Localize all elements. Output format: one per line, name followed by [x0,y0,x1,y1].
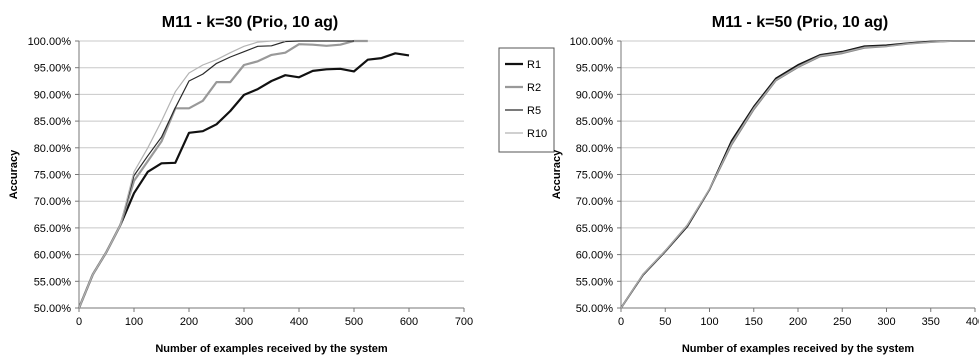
y-axis-label: Accuracy [8,149,20,199]
x-tick-label: 100 [700,316,718,328]
y-tick-label: 55.00% [34,276,72,288]
y-tick-label: 100.00% [570,36,614,48]
x-tick-label: 100 [125,316,143,328]
x-axis-label: Number of examples received by the syste… [682,343,915,355]
y-tick-label: 65.00% [576,223,614,235]
y-tick-label: 60.00% [576,250,614,262]
chart-1: M11 - k=30 (Prio, 10 ag) 50.00% 55.00% 60.0… [8,14,555,355]
legend-label: R10 [527,128,547,140]
y-tick-label: 55.00% [576,276,614,288]
y-tick-label: 85.00% [34,116,72,128]
x-tick-label: 500 [345,316,363,328]
x-tick-label: 400 [290,316,308,328]
legend-label: R5 [527,105,541,117]
y-tick-label: 80.00% [576,143,614,155]
x-tick-label: 250 [833,316,851,328]
y-tick-label: 90.00% [576,89,614,101]
series-line-series-4 [620,40,975,309]
x-tick-label: 150 [745,316,763,328]
chart-2: M11 - k=50 (Prio, 10 ag) 50.00% 55.00% 60.0… [551,14,979,355]
x-axis-label: Number of examples received by the syste… [155,343,388,355]
y-tick-label: 75.00% [34,170,72,182]
y-tick-label: 70.00% [34,196,72,208]
chart-title: M11 - k=50 (Prio, 10 ag) [712,14,889,31]
legend-label: R1 [527,59,541,71]
y-tick-label: 80.00% [34,143,72,155]
x-tick-label: 300 [877,316,895,328]
y-tick-label: 90.00% [34,89,72,101]
x-tick-label: 350 [922,316,940,328]
x-tick-label: 50 [659,316,671,328]
y-tick-label: 100.00% [28,36,72,48]
y-tick-label: 65.00% [34,223,72,235]
x-tick-label: 200 [180,316,198,328]
y-tick-label: 50.00% [576,303,614,315]
y-tick-label: 60.00% [34,250,72,262]
y-tick-label: 50.00% [34,303,72,315]
y-tick-label: 70.00% [576,196,614,208]
x-tick-label: 400 [966,316,979,328]
x-tick-label: 0 [618,316,624,328]
y-tick-label: 95.00% [576,63,614,75]
legend-label: R2 [527,82,541,94]
x-tick-label: 700 [455,316,473,328]
y-tick-label: 85.00% [576,116,614,128]
chart-title: M11 - k=30 (Prio, 10 ag) [162,14,339,31]
series-line-r2 [77,39,368,309]
legend-box [498,47,555,153]
y-tick-label: 75.00% [576,170,614,182]
series-line-r1 [77,52,410,309]
x-tick-label: 200 [789,316,807,328]
x-tick-label: 300 [235,316,253,328]
x-tick-label: 600 [400,316,418,328]
series-line-r10 [78,40,286,309]
y-tick-label: 95.00% [34,63,72,75]
x-tick-label: 0 [76,316,82,328]
y-axis-label: Accuracy [551,149,563,199]
